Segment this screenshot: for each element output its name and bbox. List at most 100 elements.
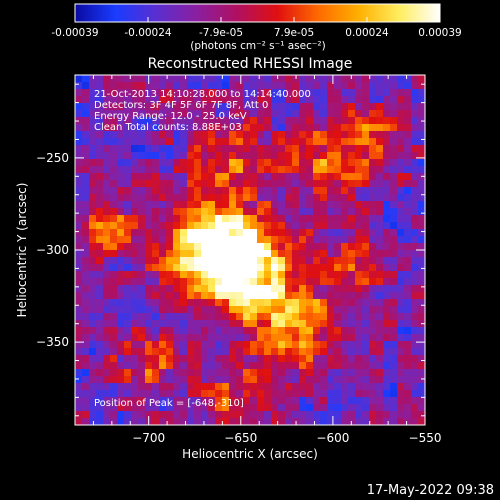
heatmap-cell [159, 397, 167, 405]
heatmap-cell [411, 152, 419, 160]
heatmap-cell [397, 257, 405, 265]
heatmap-cell [103, 75, 111, 83]
heatmap-cell [362, 222, 370, 230]
heatmap-cell [376, 75, 384, 83]
heatmap-cell [201, 348, 209, 356]
heatmap-cell [236, 124, 244, 132]
heatmap-cell [320, 222, 328, 230]
heatmap-cell [327, 152, 335, 160]
heatmap-cell [180, 362, 188, 370]
heatmap-cell [376, 313, 384, 321]
heatmap-cell [306, 222, 314, 230]
heatmap-cell [250, 243, 258, 251]
heatmap-cell [327, 103, 335, 111]
heatmap-cell [124, 138, 132, 146]
heatmap-cell [236, 348, 244, 356]
heatmap-cell [390, 82, 398, 90]
heatmap-cell [306, 145, 314, 153]
heatmap-cell [285, 257, 293, 265]
heatmap-cell [306, 383, 314, 391]
heatmap-cell [166, 404, 174, 412]
heatmap-cell [124, 243, 132, 251]
heatmap-cell [187, 152, 195, 160]
heatmap-cell [75, 152, 83, 160]
heatmap-cell [271, 299, 279, 307]
heatmap-cell [292, 334, 300, 342]
heatmap-cell [271, 166, 279, 174]
heatmap-cell [292, 299, 300, 307]
heatmap-cell [82, 110, 90, 118]
heatmap-cell [327, 110, 335, 118]
heatmap-cell [124, 208, 132, 216]
heatmap-cell [229, 257, 237, 265]
heatmap-cell [306, 264, 314, 272]
heatmap-cell [306, 327, 314, 335]
heatmap-cell [313, 376, 321, 384]
heatmap-cell [159, 334, 167, 342]
heatmap-cell [124, 285, 132, 293]
heatmap-cell [264, 229, 272, 237]
heatmap-cell [159, 145, 167, 153]
heatmap-cell [271, 75, 279, 83]
heatmap-cell [131, 355, 139, 363]
heatmap-cell [103, 264, 111, 272]
heatmap-cell [180, 285, 188, 293]
heatmap-cell [187, 89, 195, 97]
heatmap-cell [138, 145, 146, 153]
heatmap-cell [285, 243, 293, 251]
heatmap-cell [348, 306, 356, 314]
heatmap-cell [194, 173, 202, 181]
heatmap-cell [264, 264, 272, 272]
heatmap-cell [201, 299, 209, 307]
heatmap-cell [117, 82, 125, 90]
heatmap-cell [89, 397, 97, 405]
heatmap-cell [376, 222, 384, 230]
heatmap-cell [173, 376, 181, 384]
heatmap-cell [348, 131, 356, 139]
heatmap-cell [194, 285, 202, 293]
heatmap-cell [355, 145, 363, 153]
heatmap-cell [411, 82, 419, 90]
heatmap-cell [152, 355, 160, 363]
heatmap-cell [110, 173, 118, 181]
heatmap-cell [152, 208, 160, 216]
heatmap-cell [75, 355, 83, 363]
heatmap-cell [271, 397, 279, 405]
heatmap-cell [334, 355, 342, 363]
heatmap-cell [110, 103, 118, 111]
heatmap-cell [369, 201, 377, 209]
heatmap-cell [264, 208, 272, 216]
heatmap-cell [397, 152, 405, 160]
heatmap-cell [264, 327, 272, 335]
heatmap-cell [110, 355, 118, 363]
heatmap-cell [341, 138, 349, 146]
heatmap-cell [187, 75, 195, 83]
heatmap-cell [292, 341, 300, 349]
heatmap-cell [75, 376, 83, 384]
y-tick-label: −350 [36, 335, 69, 349]
heatmap-cell [215, 208, 223, 216]
heatmap-cell [376, 257, 384, 265]
heatmap-cell [313, 397, 321, 405]
heatmap-cell [383, 271, 391, 279]
heatmap-cell [264, 180, 272, 188]
heatmap-cell [138, 236, 146, 244]
heatmap-cell [348, 166, 356, 174]
heatmap-cell [96, 145, 104, 153]
heatmap-cell [138, 201, 146, 209]
heatmap-cell [159, 369, 167, 377]
footer-timestamp: 17-May-2022 09:38 [367, 483, 494, 498]
heatmap-cell [89, 411, 97, 419]
heatmap-cell [383, 369, 391, 377]
heatmap-cell [180, 271, 188, 279]
heatmap-cell [285, 201, 293, 209]
heatmap-cell [257, 376, 265, 384]
heatmap-cell [110, 187, 118, 195]
heatmap-cell [138, 75, 146, 83]
heatmap-cell [327, 159, 335, 167]
heatmap-cell [173, 145, 181, 153]
heatmap-cell [376, 264, 384, 272]
heatmap-cell [390, 271, 398, 279]
heatmap-cell [194, 369, 202, 377]
heatmap-cell [264, 75, 272, 83]
